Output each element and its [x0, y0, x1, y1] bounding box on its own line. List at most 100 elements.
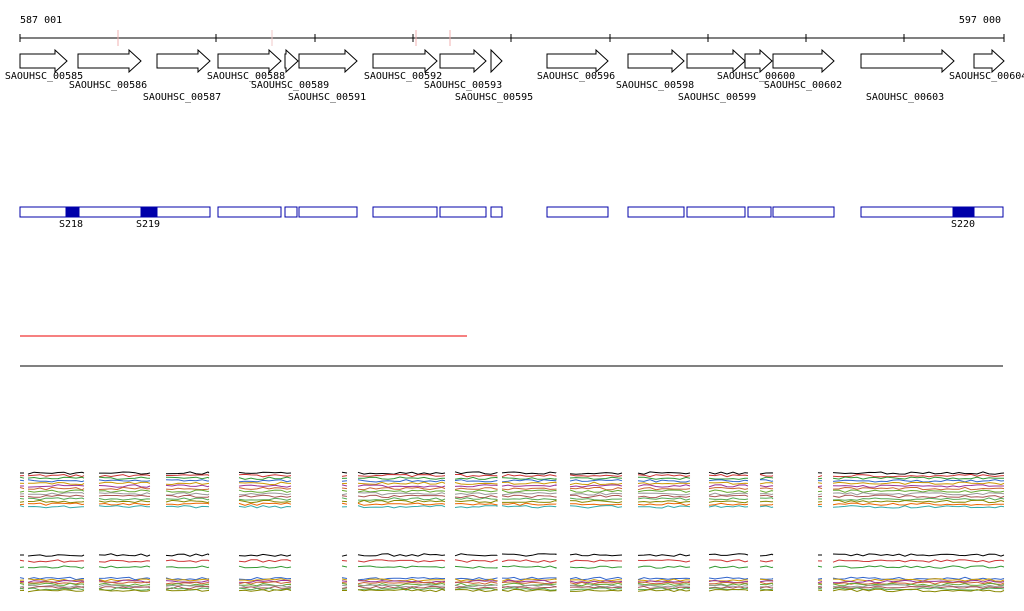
expression-line [637, 471, 691, 475]
expression-line [341, 580, 348, 582]
expression-line [165, 588, 209, 592]
expression-line [27, 473, 85, 478]
gene-label: SAOUHSC_00602 [764, 80, 842, 91]
expression-line [454, 565, 498, 569]
expression-line [637, 497, 691, 501]
expression-line [832, 588, 1005, 593]
gene-arrow [686, 48, 746, 74]
expression-line [501, 484, 557, 487]
expression-line [341, 577, 348, 579]
region-box [546, 206, 609, 218]
region-label: S218 [59, 219, 83, 230]
region-box [439, 206, 487, 218]
gene-label: SAOUHSC_00600 [717, 71, 795, 82]
expression-line [341, 587, 348, 589]
gene-arrow [217, 48, 282, 74]
expression-line [637, 582, 691, 586]
expression-line [341, 484, 348, 487]
expression-line [341, 578, 348, 581]
expression-line [454, 492, 498, 496]
expression-line [637, 500, 691, 504]
region-box [298, 206, 358, 218]
expression-line [357, 502, 446, 506]
expression-line [357, 479, 446, 483]
expression-line [637, 476, 691, 480]
expression-line [501, 487, 557, 491]
region-box [284, 206, 298, 218]
expression-line [165, 559, 210, 563]
expression-line [98, 474, 151, 478]
expression-line [27, 494, 85, 498]
gene-label: SAOUHSC_00596 [537, 71, 615, 82]
expression-line [501, 579, 557, 584]
expression-line [569, 497, 623, 501]
expression-line [27, 499, 85, 504]
expression-line [357, 481, 446, 485]
expression-line [501, 492, 557, 496]
expression-line [19, 559, 25, 562]
expression-line [454, 484, 498, 488]
expression-line [759, 485, 774, 488]
gene-label: SAOUHSC_00592 [364, 71, 442, 82]
expression-line [98, 587, 151, 591]
expression-line [759, 476, 774, 480]
expression-line [832, 489, 1005, 493]
expression-line [357, 588, 446, 593]
expression-line [501, 479, 557, 483]
gene-arrow [77, 48, 142, 74]
expression-line [341, 554, 348, 557]
expression-line [238, 505, 292, 509]
expression-line [569, 582, 623, 587]
expression-line [238, 499, 292, 504]
expression-line [759, 494, 774, 498]
expression-line [708, 473, 749, 478]
expression-line [238, 471, 292, 474]
expression-line [341, 497, 348, 500]
expression-line [570, 589, 623, 592]
expression-line [637, 505, 691, 509]
expression-line [165, 565, 210, 569]
expression-line [817, 565, 823, 568]
gene-arrow [772, 48, 835, 74]
expression-line [98, 479, 151, 482]
expression-line [238, 502, 292, 506]
expression-line [165, 489, 210, 493]
expression-line [357, 581, 446, 585]
expression-line [817, 587, 823, 590]
gene-label: SAOUHSC_00585 [5, 71, 83, 82]
expression-line [27, 559, 85, 563]
expression-line [98, 559, 151, 563]
expression-line [501, 581, 557, 585]
expression-line [637, 484, 691, 488]
expression-line [27, 505, 84, 509]
expression-line [165, 505, 210, 509]
expression-line [637, 487, 691, 491]
expression-line [27, 486, 85, 491]
region-box [217, 206, 282, 218]
expression-line [832, 565, 1005, 569]
expression-line [759, 588, 774, 591]
gene-label: SAOUHSC_00595 [455, 92, 533, 103]
expression-line [166, 474, 210, 476]
expression-line [238, 486, 292, 490]
expression-line [832, 582, 1005, 587]
expression-line [165, 553, 210, 557]
expression-line [501, 588, 557, 592]
expression-line [832, 581, 1005, 585]
expression-line [708, 479, 749, 483]
region-box [747, 206, 772, 218]
expression-line [817, 586, 823, 588]
expression-line [708, 492, 749, 496]
expression-line [759, 474, 774, 477]
expression-line [759, 565, 774, 569]
expression-line [98, 492, 151, 496]
expression-line [569, 586, 623, 589]
expression-line [817, 485, 823, 487]
expression-line [759, 497, 774, 500]
region-label: S219 [136, 219, 160, 230]
expression-line [27, 587, 85, 591]
expression-line [239, 582, 292, 587]
expression-line [832, 579, 1005, 584]
